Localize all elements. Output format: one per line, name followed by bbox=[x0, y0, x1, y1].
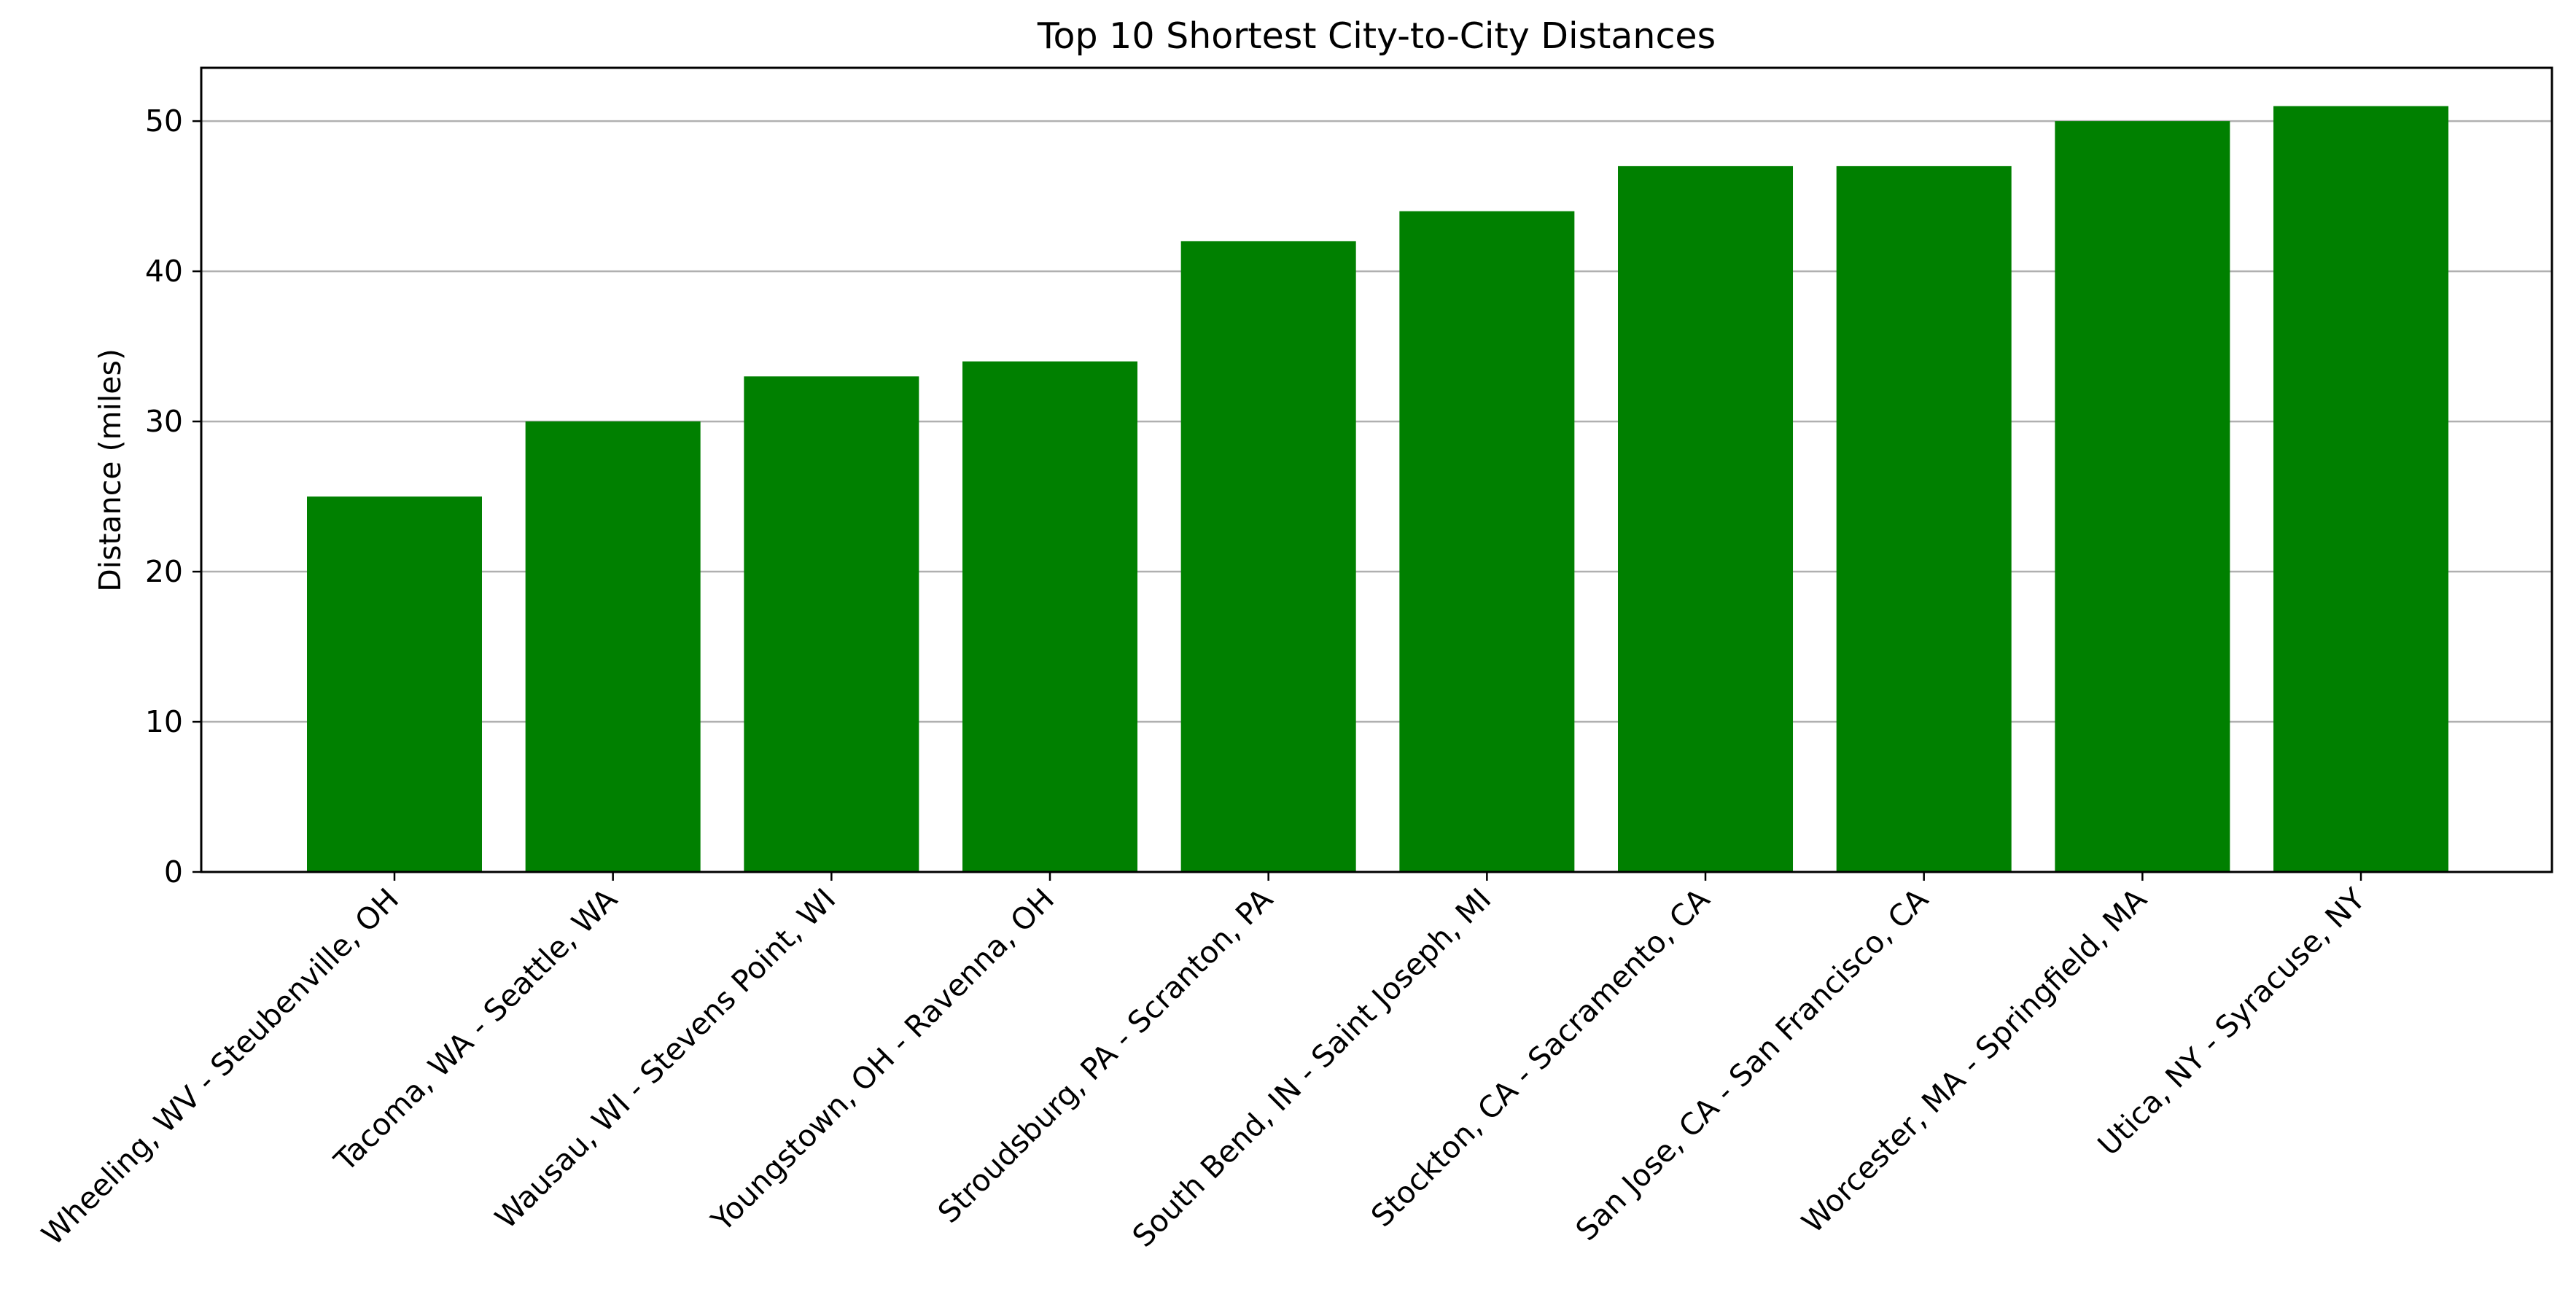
bar bbox=[525, 421, 701, 872]
bar bbox=[1618, 165, 1794, 873]
bar bbox=[744, 376, 919, 872]
bar bbox=[2055, 121, 2230, 873]
y-tick-label: 10 bbox=[145, 704, 183, 739]
y-tick-label: 40 bbox=[145, 254, 183, 289]
y-axis-ticks: 0 10 20 30 40 50 bbox=[145, 104, 201, 889]
plot-frame bbox=[200, 66, 2553, 873]
y-tick-label: 20 bbox=[145, 554, 183, 589]
bar bbox=[307, 496, 482, 872]
bars bbox=[307, 106, 2449, 873]
y-axis-label: Distance (miles) bbox=[93, 348, 128, 592]
chart-title: Top 10 Shortest City-to-City Distances bbox=[1037, 15, 1716, 57]
bar bbox=[2273, 106, 2449, 872]
bar bbox=[1180, 241, 1356, 872]
bar bbox=[1836, 165, 2012, 873]
y-tick-label: 0 bbox=[164, 854, 183, 889]
bar bbox=[1399, 211, 1575, 873]
y-tick-label: 30 bbox=[145, 404, 183, 439]
bar bbox=[962, 361, 1138, 873]
y-tick-label: 50 bbox=[145, 104, 183, 139]
